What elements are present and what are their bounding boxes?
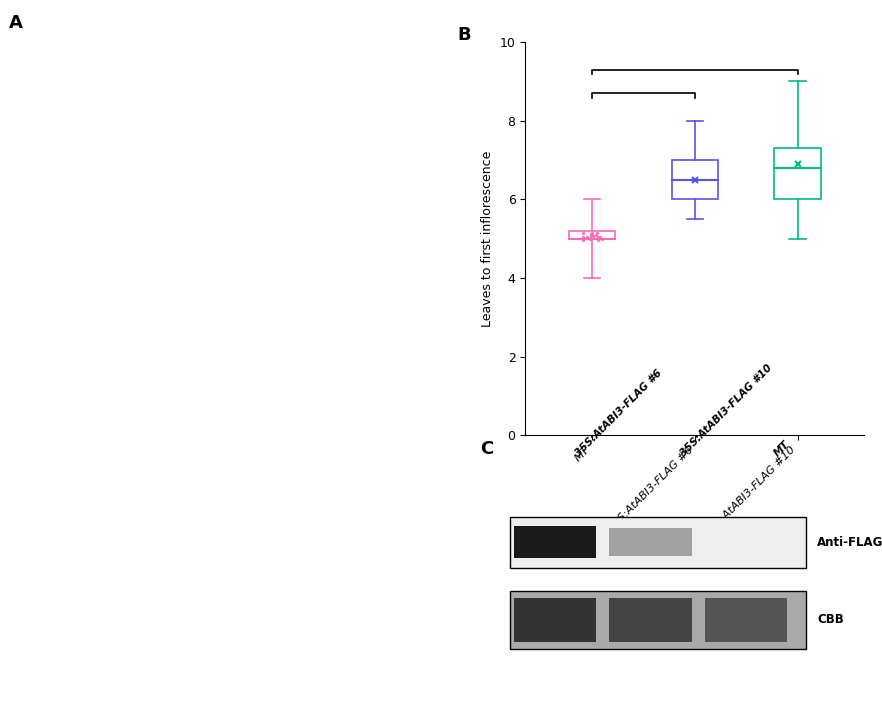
Bar	[609, 528, 691, 556]
Text: CBB: CBB	[817, 613, 844, 626]
Text: MT: MT	[772, 439, 791, 458]
Bar	[514, 526, 596, 558]
Bar	[510, 517, 806, 567]
Text: Leaf number = 7: Leaf number = 7	[372, 445, 467, 456]
Bar	[774, 148, 820, 199]
Text: C: C	[480, 440, 493, 458]
Bar	[569, 231, 615, 239]
Text: A: A	[0, 0, 4, 4]
Bar	[514, 597, 596, 642]
Y-axis label: Leaves to first inflorescence: Leaves to first inflorescence	[481, 150, 494, 327]
Text: Micro-tom: Micro-tom	[19, 17, 86, 30]
Text: A: A	[9, 14, 23, 32]
Text: 35S:AtABI3-FLAG #10: 35S:AtABI3-FLAG #10	[19, 485, 161, 498]
Bar	[510, 591, 806, 649]
Text: Leaf number = 7: Leaf number = 7	[372, 680, 467, 689]
Text: Leaf number = 5: Leaf number = 5	[373, 211, 467, 221]
Text: Anti-FLAG: Anti-FLAG	[817, 536, 882, 548]
Bar	[609, 597, 691, 642]
Bar	[705, 597, 787, 642]
Text: B: B	[458, 27, 471, 44]
Text: 35S:AtABI3-FLAG #6: 35S:AtABI3-FLAG #6	[573, 368, 664, 458]
Text: 35S:AtABI3-FLAG #6: 35S:AtABI3-FLAG #6	[19, 251, 152, 264]
Bar	[672, 160, 718, 199]
Text: 35S:AtABI3-FLAG #10: 35S:AtABI3-FLAG #10	[678, 363, 774, 458]
